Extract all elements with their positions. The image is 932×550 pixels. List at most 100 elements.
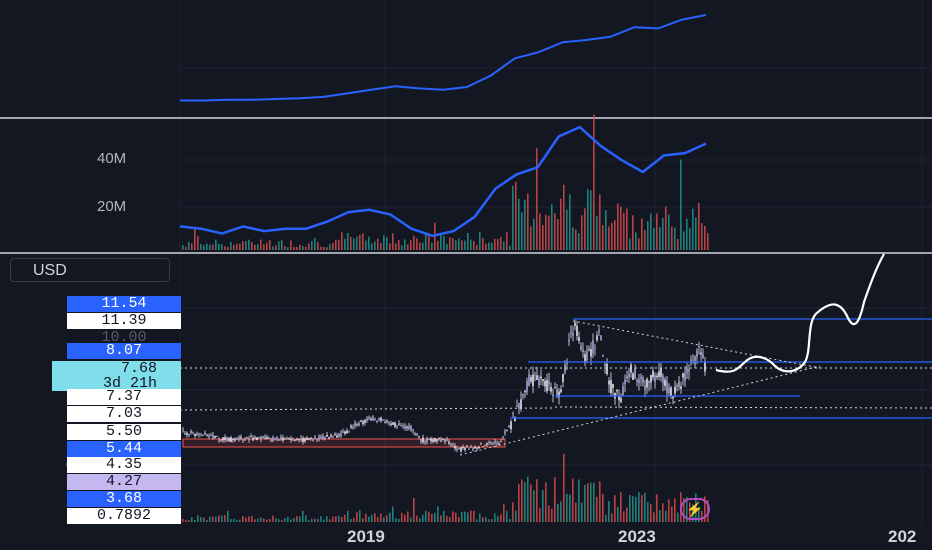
candle-body xyxy=(686,368,688,374)
candle-body xyxy=(422,437,424,443)
volume-bar xyxy=(518,484,520,522)
candle-body xyxy=(364,419,366,423)
volume-bar xyxy=(650,213,652,250)
candle-body xyxy=(200,433,202,435)
volume-bar xyxy=(368,236,370,250)
candle-body xyxy=(220,439,222,441)
volume-bar xyxy=(392,233,394,250)
price-label[interactable]: 0.7892 xyxy=(67,508,181,524)
candle-body xyxy=(640,377,642,379)
candle-body xyxy=(380,417,382,421)
candle-body xyxy=(680,386,682,389)
candle-body xyxy=(346,430,348,434)
price-label[interactable]: 3.68 xyxy=(67,491,181,507)
candle-body xyxy=(508,425,510,427)
volume-bar xyxy=(656,213,658,250)
candle-body xyxy=(616,390,618,392)
volume-bar xyxy=(365,240,367,250)
candle-body xyxy=(338,433,340,438)
volume-bar xyxy=(599,481,601,522)
horizontal-levels[interactable] xyxy=(510,318,932,419)
price-label[interactable]: 11.39 xyxy=(67,313,181,329)
price-label[interactable]: 5.44 xyxy=(67,441,181,457)
volume-bar xyxy=(623,212,625,250)
candle-body xyxy=(412,429,414,431)
candle-body xyxy=(632,373,634,380)
price-label[interactable]: 8.07 xyxy=(67,343,181,359)
volume-bar xyxy=(197,515,199,522)
candle-body xyxy=(218,440,220,442)
volume-bar xyxy=(596,216,598,250)
volume-bar xyxy=(251,242,253,250)
volume-bar xyxy=(668,214,670,250)
volume-bar xyxy=(497,516,499,522)
candle-body xyxy=(536,375,538,380)
candle-body xyxy=(404,425,406,429)
price-label[interactable]: 7.37 xyxy=(67,389,181,405)
volume-bar xyxy=(491,519,493,522)
volume-bar xyxy=(182,518,184,522)
candle-body xyxy=(228,437,230,442)
volume-bar xyxy=(218,243,220,250)
volume-bar xyxy=(695,217,697,250)
volume-bar xyxy=(437,240,439,250)
candle-body xyxy=(344,431,346,434)
volume-bar xyxy=(629,495,631,522)
price-label[interactable]: 7.03 xyxy=(67,406,181,422)
trendlines[interactable] xyxy=(179,320,932,456)
volume-bar xyxy=(527,476,529,522)
range-box[interactable] xyxy=(182,438,506,448)
candle-body xyxy=(676,385,678,387)
price-label[interactable]: 5.50 xyxy=(67,424,181,440)
volume-bar xyxy=(593,114,595,250)
volume-bar xyxy=(455,240,457,250)
candle-body xyxy=(212,434,214,439)
volume-bar xyxy=(314,238,316,250)
volume-bar xyxy=(284,246,286,250)
volume-bar xyxy=(593,482,595,522)
candle-body xyxy=(592,340,594,354)
volume-bar xyxy=(482,517,484,522)
candle-body xyxy=(284,438,286,440)
volume-bar xyxy=(245,517,247,522)
candle-body xyxy=(492,443,494,445)
volume-bar xyxy=(263,518,265,522)
current-price-label[interactable]: 7.68 3d 21h xyxy=(52,361,181,391)
volume-bar xyxy=(344,238,346,250)
volume-bar xyxy=(428,511,430,522)
currency-selector[interactable]: USD xyxy=(10,258,170,282)
price-label[interactable]: 4.27 xyxy=(67,474,181,490)
volume-bar xyxy=(194,520,196,522)
volume-bar xyxy=(581,215,583,250)
candle-body xyxy=(300,438,302,441)
candle-body xyxy=(628,373,630,378)
price-label[interactable]: 11.54 xyxy=(67,296,181,312)
candle-body xyxy=(568,339,570,342)
candle-body xyxy=(524,391,526,393)
volume-bar xyxy=(242,241,244,250)
candle-body xyxy=(654,375,656,382)
candle-body xyxy=(294,439,296,441)
volume-bar xyxy=(398,518,400,522)
candle-body xyxy=(250,436,252,438)
candle-body xyxy=(702,354,704,359)
candle-body xyxy=(488,442,490,443)
volume-bar xyxy=(398,240,400,250)
volume-bar xyxy=(620,492,622,522)
volume-bar xyxy=(461,240,463,250)
price-label[interactable]: 4.35 xyxy=(67,457,181,473)
candle-body xyxy=(534,375,536,377)
volume-bar xyxy=(473,510,475,522)
volume-bar xyxy=(389,512,391,522)
volume-bar xyxy=(449,517,451,522)
trendline xyxy=(459,365,821,456)
volume-bar xyxy=(638,492,640,522)
candle-body xyxy=(612,384,614,388)
projection-path[interactable] xyxy=(715,253,885,373)
candle-body xyxy=(308,438,310,440)
flash-icon[interactable]: ⚡ xyxy=(680,498,710,520)
candle-body xyxy=(674,386,676,394)
volume-bar xyxy=(434,513,436,522)
volume-bar xyxy=(251,516,253,522)
